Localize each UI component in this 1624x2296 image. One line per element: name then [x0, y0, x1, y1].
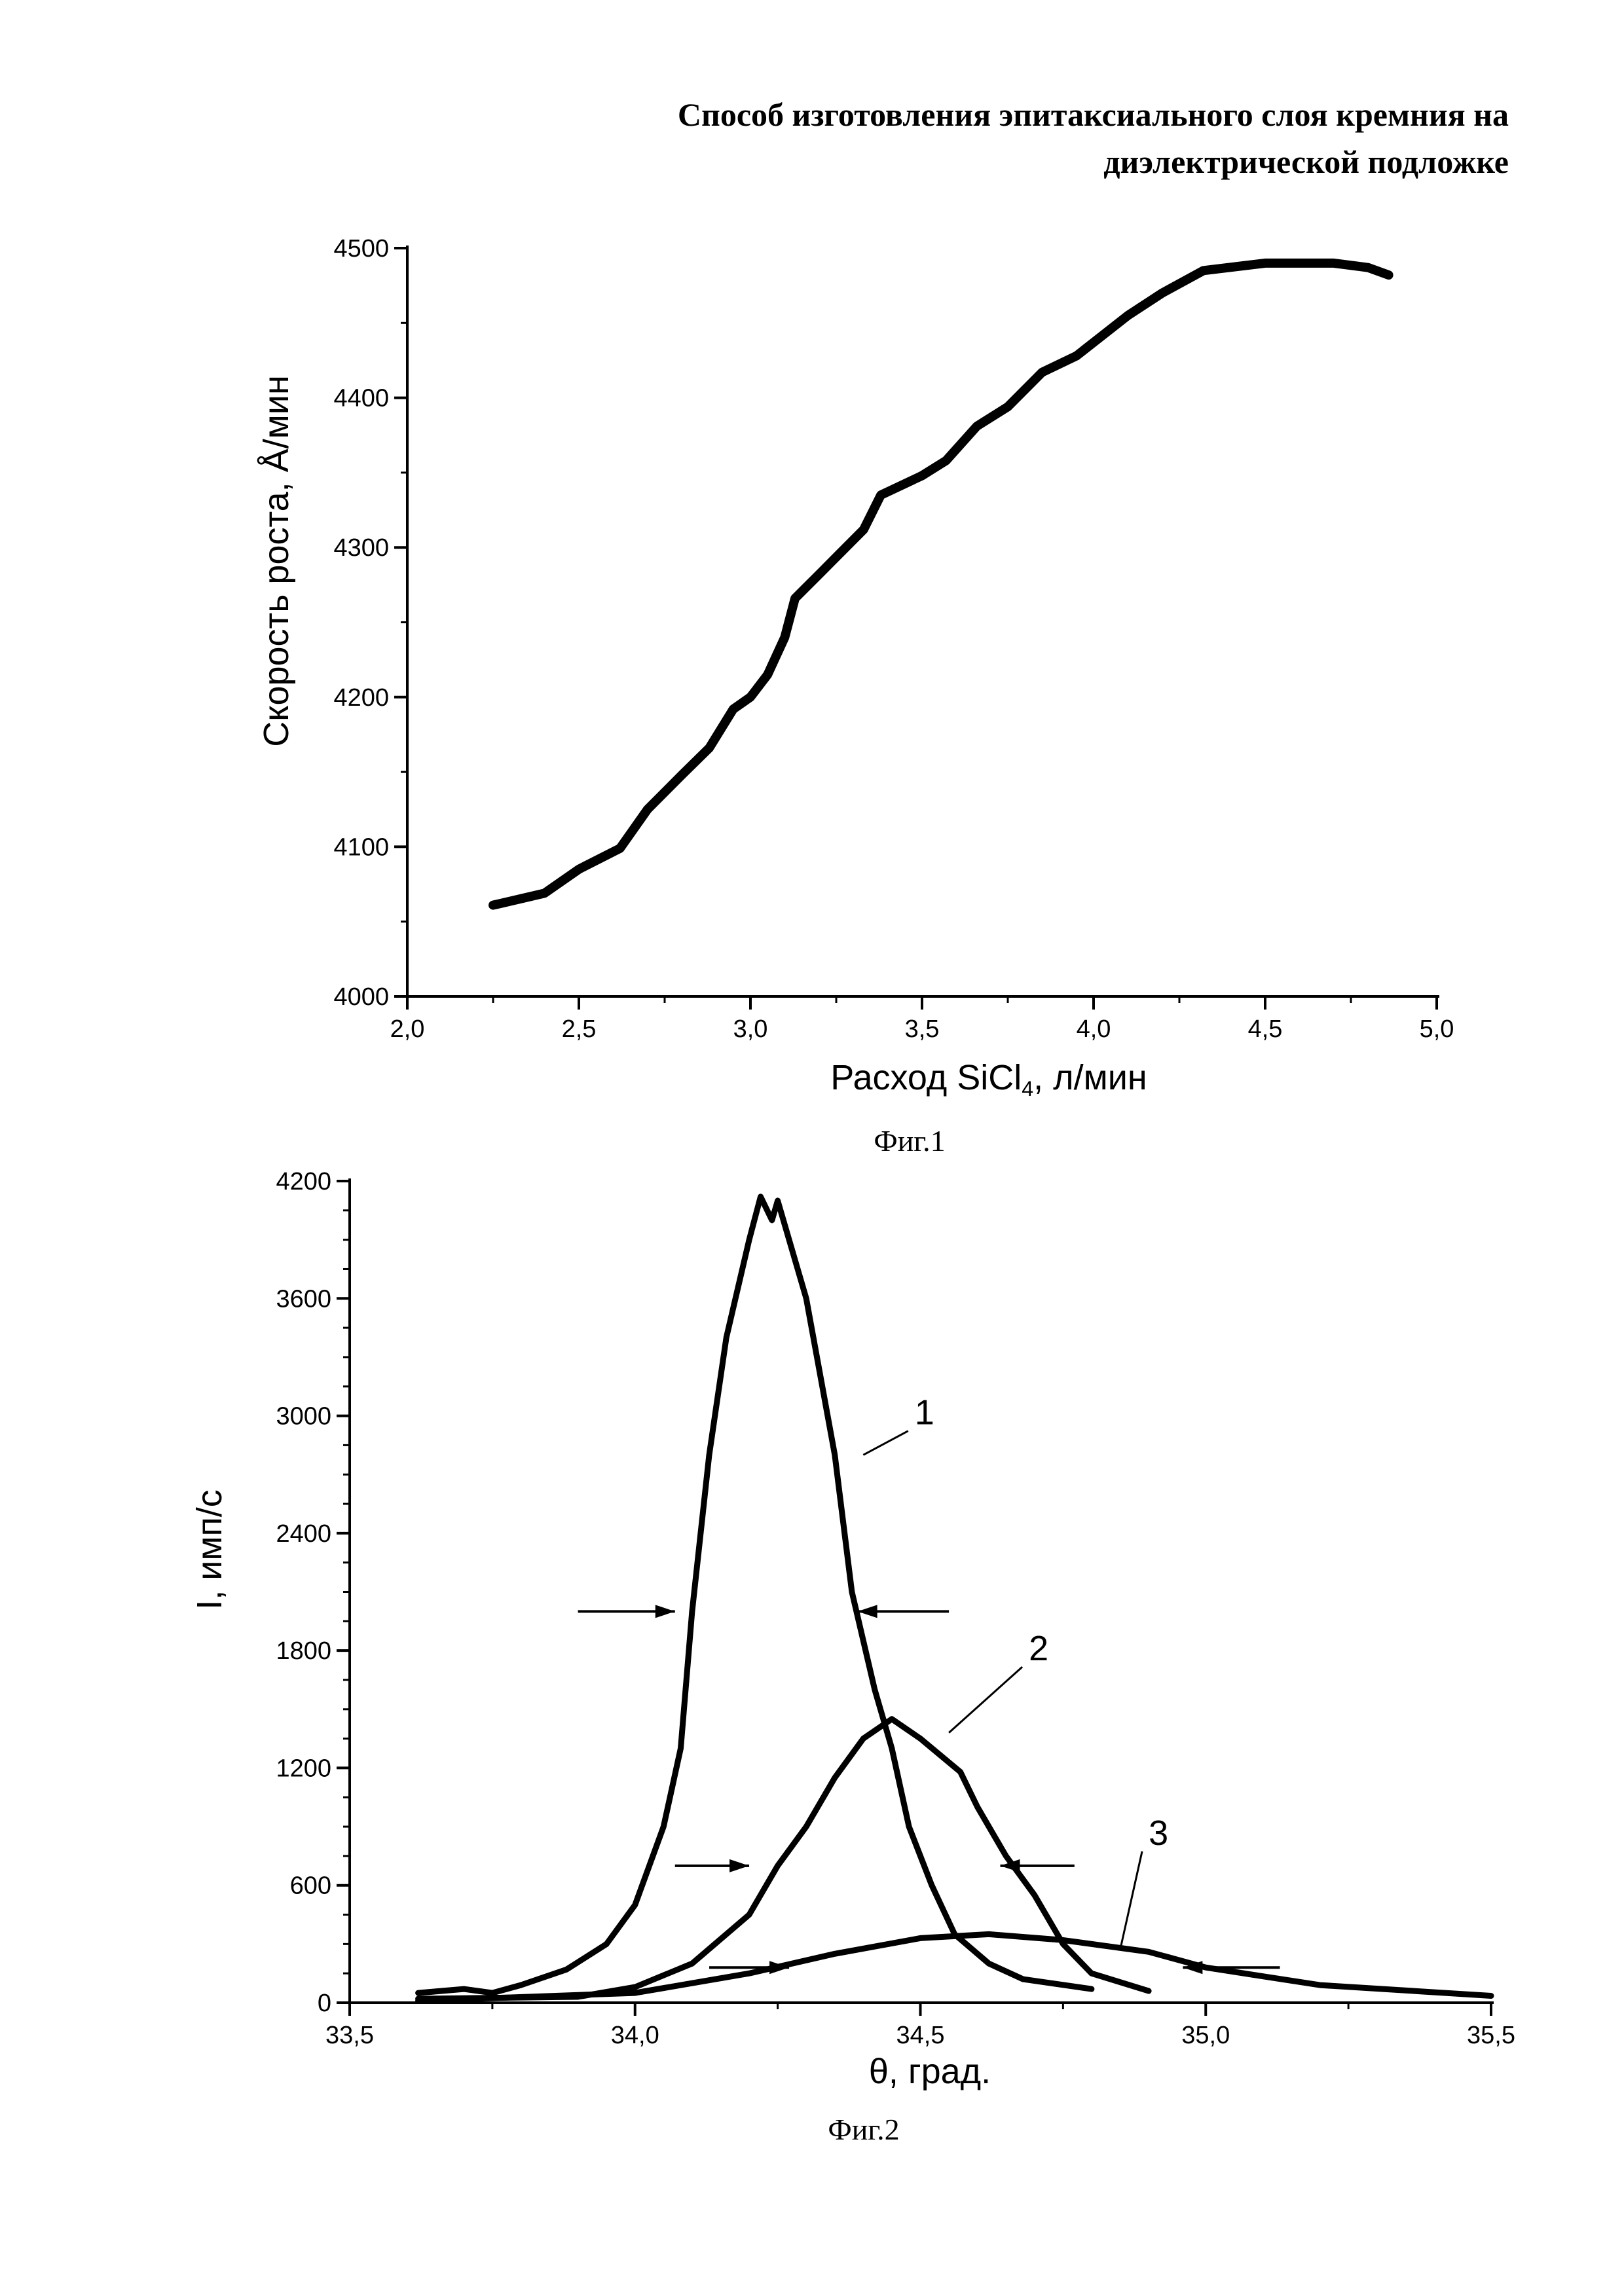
- fig2-series-line-3: [415, 1931, 1494, 2004]
- fig2-leader-line-1: [862, 1430, 909, 1456]
- fig2-x-tick-label: 34,5: [896, 2022, 945, 2049]
- fig2-y-tick-label: 600: [290, 1872, 331, 1900]
- fig1-y-tick-label: 4400: [333, 385, 389, 412]
- fig2-curve-label-2: 2: [1029, 1629, 1048, 1668]
- fig2-leader-line-2: [948, 1666, 1024, 1734]
- fig1-y-tick-label: 4100: [333, 833, 389, 861]
- fig2-y-tick-label: 3000: [276, 1403, 331, 1430]
- fig1-y-axis-label: Скорость роста, Å/мин: [257, 375, 296, 747]
- fig1-x-tick-label: 2,5: [562, 1015, 597, 1043]
- fig2-y-axis-label: I, имп/с: [190, 1489, 229, 1610]
- figure-1-caption: Фиг.1: [874, 1124, 946, 1157]
- fig1-x-tick-label: 3,5: [905, 1015, 940, 1043]
- fig1-x-tick-label: 4,0: [1077, 1015, 1111, 1043]
- fig2-y-tick-label: 1200: [276, 1755, 331, 1782]
- fig2-x-tick-label: 35,0: [1181, 2022, 1230, 2049]
- fig1-y-tick-label: 4000: [333, 983, 389, 1011]
- fig2-series-line-2: [415, 1716, 1152, 2002]
- fig2-series-line-1: [415, 1194, 1095, 1996]
- fig1-y-tick-label: 4300: [333, 534, 389, 562]
- fig1-x-axis-label: Расход SiCl4, л/мин: [830, 1058, 1147, 1101]
- fig2-curve-label-3: 3: [1149, 1813, 1168, 1853]
- fig2-y-tick-label: 0: [318, 1990, 331, 2017]
- fig2-y-tick-label: 1800: [276, 1637, 331, 1665]
- fig1-y-tick-label: 4500: [333, 235, 389, 263]
- fig1-x-tick-label: 4,5: [1248, 1015, 1283, 1043]
- fig1-x-tick-label: 5,0: [1420, 1015, 1454, 1043]
- fig1-x-tick-label: 3,0: [733, 1015, 768, 1043]
- fig1-series-line-growth-rate: [489, 258, 1393, 910]
- fig2-y-tick-label: 3600: [276, 1285, 331, 1313]
- fig2-fwhm-arrowhead-2: [729, 1859, 750, 1872]
- fig2-fwhm-arrowhead-3: [1183, 1961, 1203, 1975]
- fig2-x-tick-label: 35,5: [1467, 2022, 1515, 2049]
- document-title-line-1: Способ изготовления эпитаксиального слоя…: [677, 96, 1509, 133]
- fig1-x-tick-label: 2,0: [390, 1015, 425, 1043]
- fig1-y-tick-label: 4200: [333, 684, 389, 712]
- fig2-fwhm-arrowhead-2: [1000, 1859, 1020, 1872]
- figure-2-caption: Фиг.2: [828, 2113, 900, 2146]
- fig2-x-tick-label: 33,5: [325, 2022, 374, 2049]
- fig2-y-tick-label: 2400: [276, 1520, 331, 1548]
- fig2-fwhm-arrowhead-1: [655, 1605, 675, 1618]
- document-title-line-2: диэлектрической подложке: [1103, 143, 1509, 180]
- fig2-curve-label-1: 1: [915, 1393, 934, 1432]
- fig2-y-tick-label: 4200: [276, 1168, 331, 1195]
- fig2-fwhm-arrowhead-3: [769, 1961, 790, 1975]
- fig2-leader-line-3: [1119, 1851, 1143, 1950]
- fig2-fwhm-arrowhead-1: [857, 1605, 877, 1618]
- fig2-x-axis-label: θ, град.: [869, 2052, 991, 2091]
- fig2-x-tick-label: 34,0: [611, 2022, 659, 2049]
